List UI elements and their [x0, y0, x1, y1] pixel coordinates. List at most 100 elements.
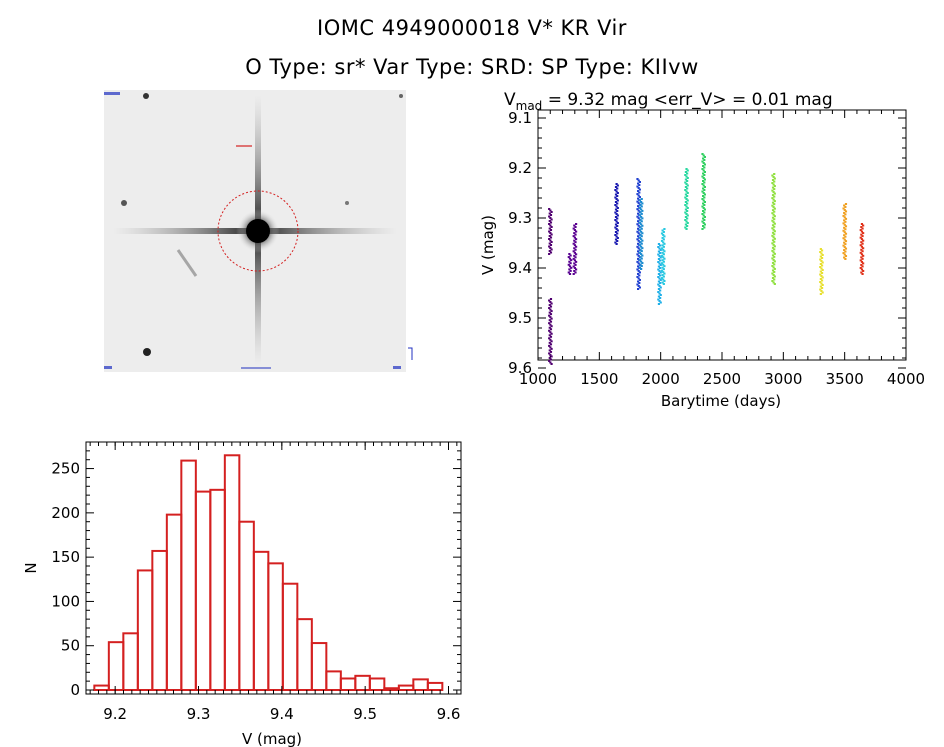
data-point [842, 214, 845, 217]
data-point [861, 273, 864, 275]
data-point [574, 226, 577, 229]
data-point [574, 233, 577, 236]
data-point [773, 218, 776, 221]
x-tick-label: 3500 [826, 370, 864, 388]
data-point [701, 168, 704, 170]
data-point [773, 177, 776, 180]
histogram-bar [325, 670, 342, 692]
data-point [636, 227, 640, 230]
data-point [684, 171, 688, 173]
data-point [773, 185, 776, 188]
data-point [703, 171, 706, 173]
x-tick-label: 4000 [887, 370, 925, 388]
data-point [614, 193, 618, 196]
data-point [658, 262, 661, 265]
data-point [572, 273, 575, 275]
y-tick-label: 250 [51, 460, 80, 478]
data-point [659, 244, 662, 247]
data-point [572, 242, 575, 245]
data-point [637, 194, 640, 197]
data-point [640, 260, 643, 263]
data-point [549, 335, 553, 338]
data-point [772, 228, 775, 231]
data-point [636, 250, 640, 253]
data-point [773, 188, 776, 191]
data-point [703, 159, 706, 161]
data-point [574, 248, 577, 251]
histogram-bar [107, 641, 125, 692]
data-point [572, 265, 575, 268]
data-point [843, 253, 846, 256]
data-point [819, 285, 822, 288]
histogram-bar [267, 562, 284, 691]
data-point [820, 249, 824, 252]
data-point [685, 213, 688, 215]
data-point [662, 275, 665, 278]
data-point [685, 183, 688, 185]
data-point [684, 186, 688, 188]
data-point [657, 280, 661, 283]
field-star [143, 93, 149, 99]
data-point [575, 268, 578, 271]
data-point [820, 279, 824, 282]
data-point [702, 165, 705, 167]
data-point [614, 231, 618, 233]
data-point [550, 332, 553, 335]
data-point [657, 258, 661, 260]
data-point [574, 271, 577, 274]
data-point [549, 323, 552, 326]
histogram-bar [339, 677, 357, 692]
data-point [773, 210, 776, 213]
data-point [661, 244, 664, 247]
light-curve-xlabel: Barytime (days) [661, 392, 781, 410]
data-point [773, 215, 776, 218]
data-point [615, 228, 618, 230]
data-point [550, 340, 553, 343]
y-tick-label: 9.4 [508, 259, 532, 277]
data-point [636, 200, 639, 203]
data-point [614, 234, 617, 236]
data-point [575, 245, 578, 248]
data-point [636, 242, 640, 245]
data-point [772, 206, 775, 209]
data-point [639, 263, 642, 266]
data-point [820, 282, 823, 285]
data-point [772, 243, 775, 246]
data-point [573, 224, 576, 227]
data-point [703, 163, 706, 166]
data-point [549, 308, 552, 311]
data-point [773, 263, 776, 266]
data-point [684, 216, 688, 218]
data-point [549, 316, 552, 319]
data-point [772, 191, 775, 194]
data-point [568, 265, 572, 268]
data-point [819, 270, 822, 273]
star-field-image [104, 90, 413, 372]
data-point [701, 160, 704, 163]
data-point [572, 227, 575, 230]
data-point [771, 174, 774, 177]
data-point [771, 227, 774, 230]
data-point [639, 203, 642, 206]
data-point [773, 200, 776, 203]
data-point [703, 156, 706, 158]
data-point [636, 253, 639, 256]
data-point [860, 241, 863, 244]
data-point [573, 269, 576, 272]
data-point [862, 247, 865, 250]
data-point [702, 210, 705, 212]
histogram-bar [209, 488, 226, 692]
data-point [614, 204, 617, 206]
data-point [550, 317, 553, 320]
data-point [636, 238, 639, 241]
data-point [685, 198, 688, 200]
data-point [548, 299, 551, 302]
data-point [686, 207, 689, 209]
data-point [614, 201, 618, 203]
data-point [821, 269, 824, 271]
data-point [573, 229, 576, 232]
data-point [684, 208, 688, 211]
data-point [639, 233, 642, 236]
data-point [685, 228, 688, 230]
data-point [641, 217, 644, 220]
